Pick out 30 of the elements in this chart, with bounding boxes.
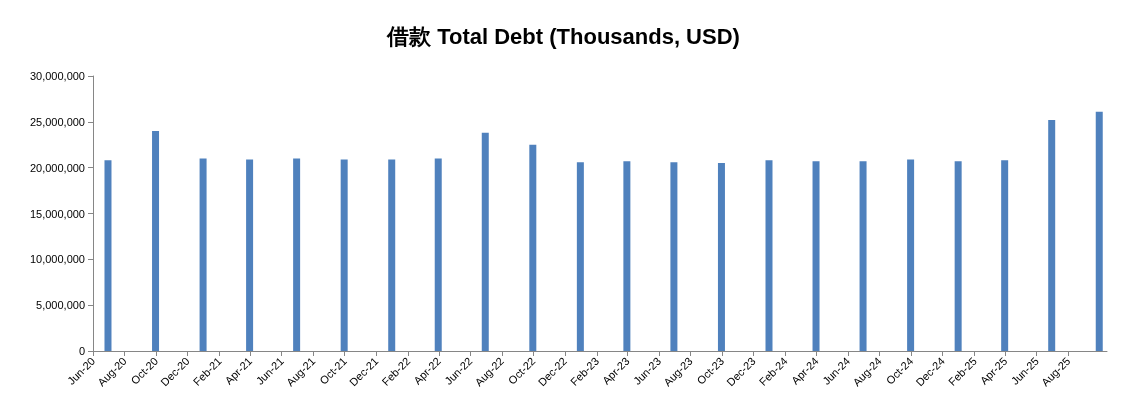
bar (859, 161, 867, 351)
y-tick-label: 5,000,000 (36, 299, 85, 312)
bar (434, 158, 442, 351)
chart-title: 借款 Total Debt (Thousands, USD) (386, 23, 740, 49)
bar (670, 162, 678, 351)
bar (293, 158, 301, 351)
bar (812, 161, 820, 351)
bar (1048, 120, 1056, 351)
bar (388, 159, 396, 351)
bar (152, 131, 160, 351)
bar (481, 132, 489, 351)
bar (246, 159, 254, 351)
bar (954, 161, 962, 351)
y-tick-label: 25,000,000 (29, 115, 85, 128)
bar (529, 144, 537, 351)
bar (623, 161, 631, 351)
y-tick-label: 20,000,000 (29, 161, 85, 174)
y-tick-label: 15,000,000 (29, 207, 85, 220)
y-tick-label: 0 (78, 345, 85, 357)
y-tick-label: 10,000,000 (29, 253, 85, 266)
bar (765, 160, 773, 351)
bar (1001, 160, 1009, 351)
bar (907, 159, 915, 351)
bar (340, 159, 348, 351)
bar (199, 158, 207, 351)
bar (104, 160, 112, 351)
y-tick-label: 30,000,000 (29, 70, 85, 82)
bar (717, 163, 725, 351)
bar (1095, 111, 1103, 351)
bar (576, 162, 584, 351)
